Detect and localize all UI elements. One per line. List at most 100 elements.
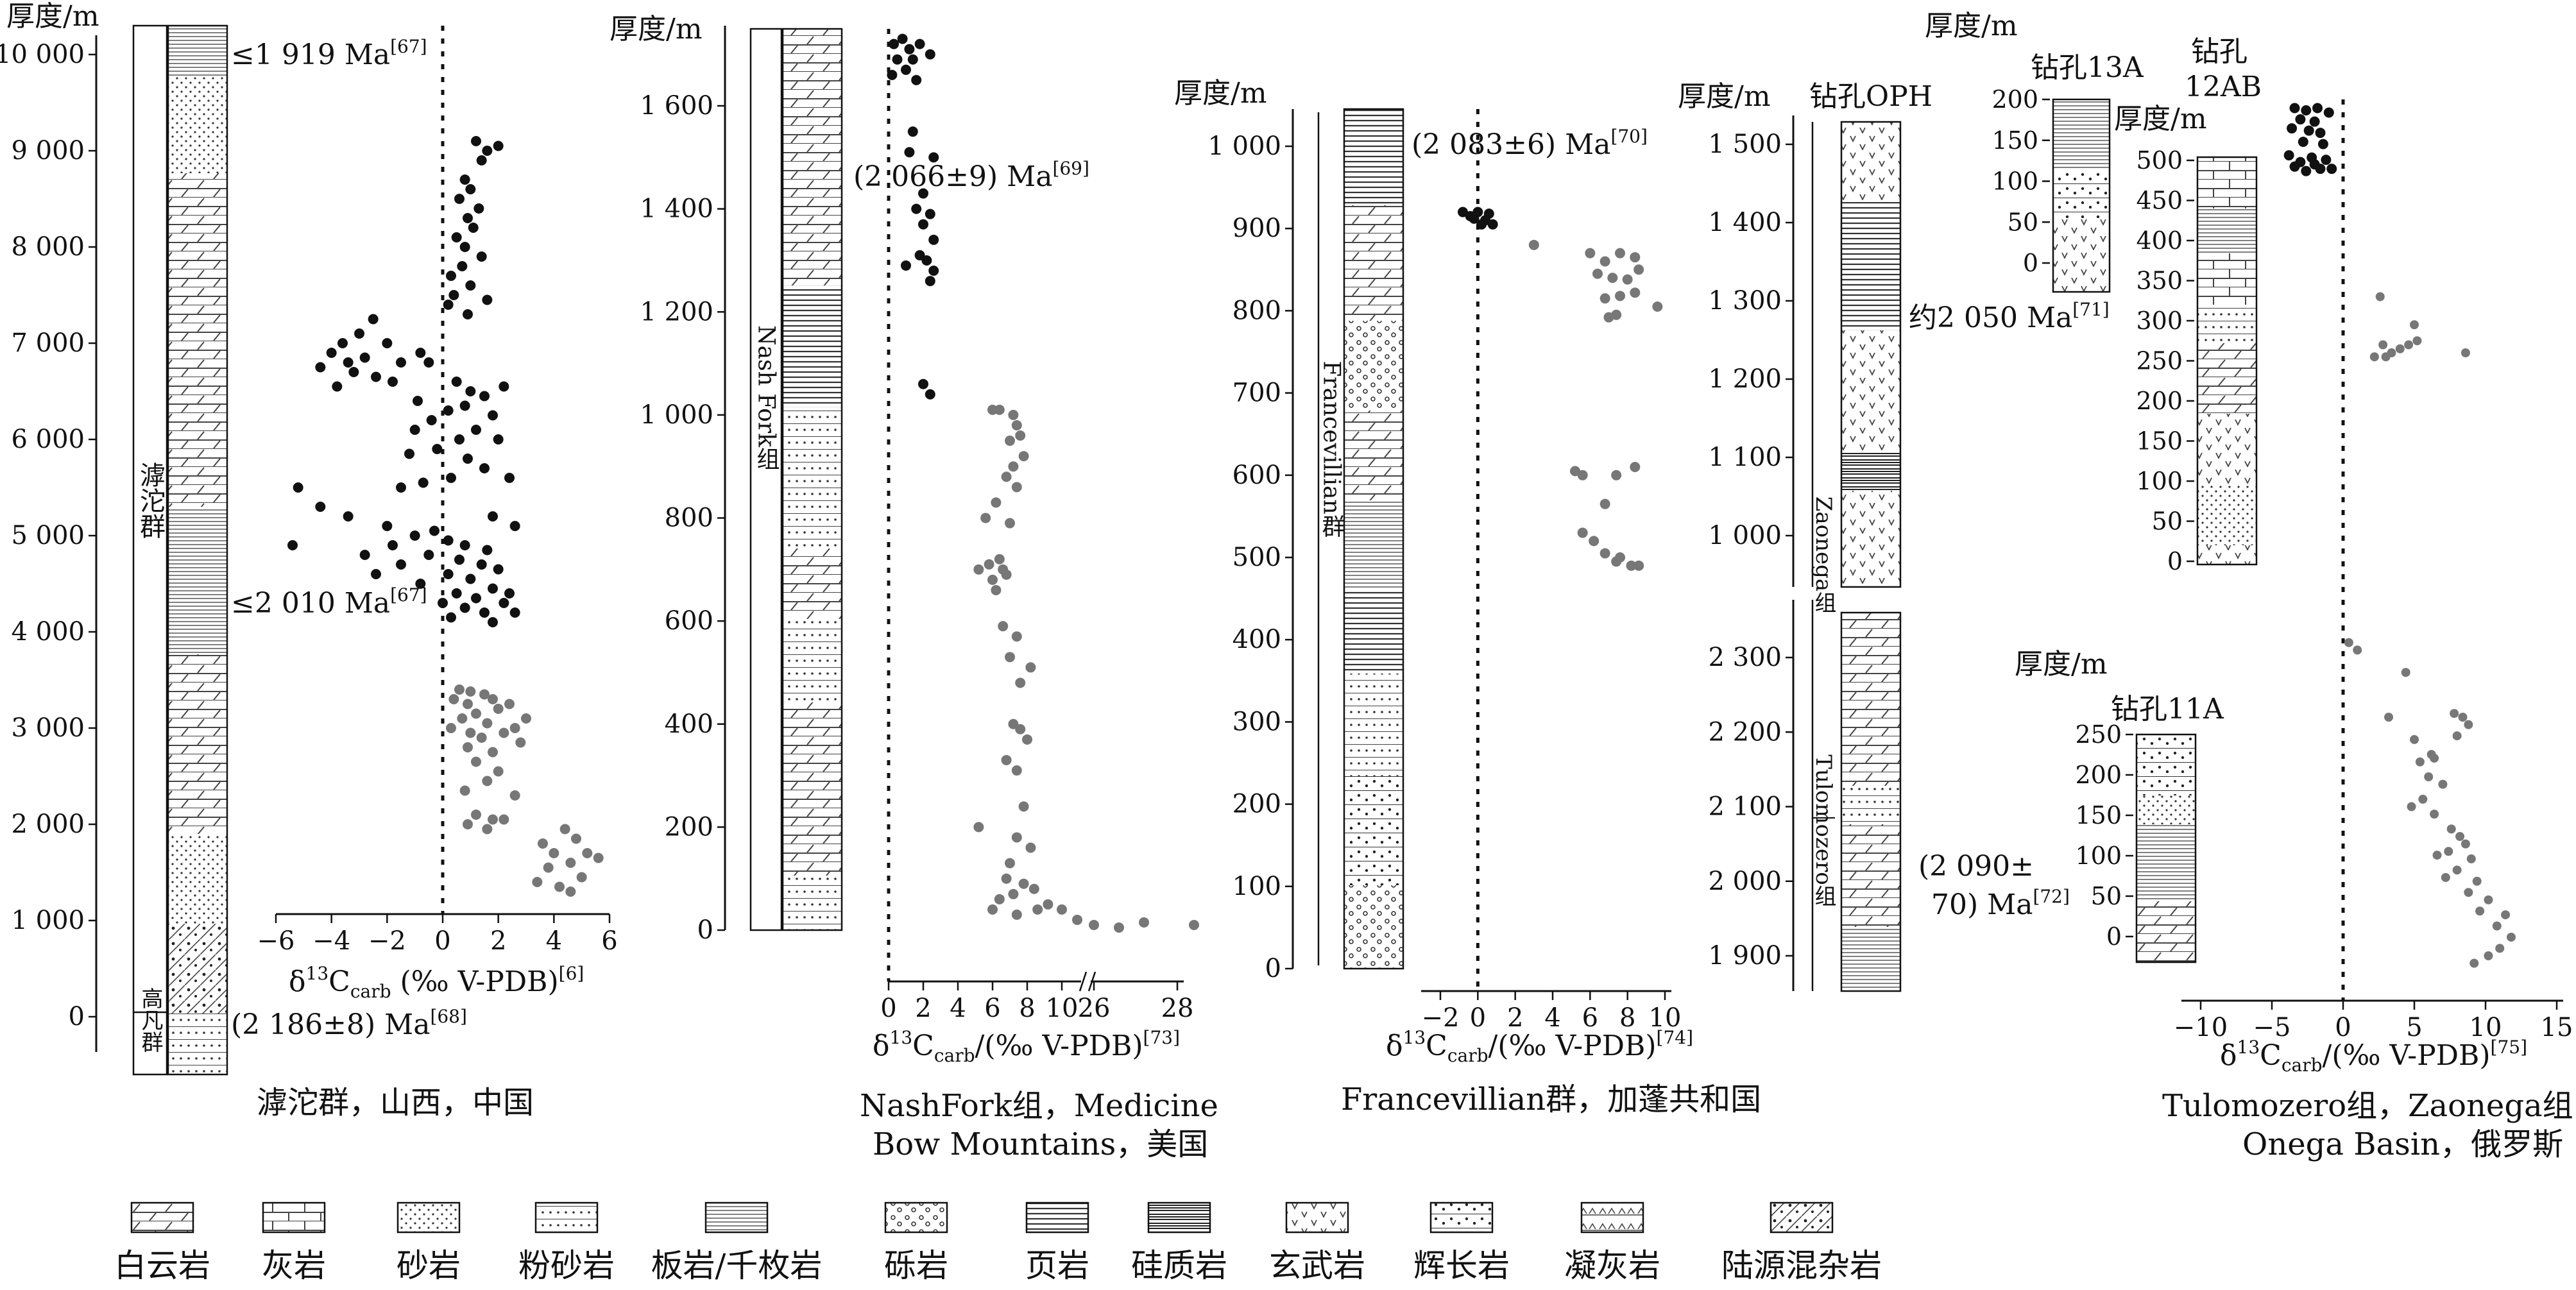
data-point	[1018, 878, 1029, 889]
legend-item-basalt: 玄武岩	[1269, 1201, 1365, 1284]
data-point	[1005, 652, 1015, 663]
data-point	[315, 362, 326, 373]
data-point	[521, 713, 531, 724]
data-point	[465, 386, 476, 396]
x-tick-label: 28	[1161, 994, 1194, 1023]
data-point	[488, 511, 498, 522]
data-point	[2407, 802, 2416, 811]
data-point	[446, 271, 456, 281]
12ab-y-tick-label: 300	[2136, 307, 2183, 335]
p2-formation-label: Nash Fork组	[753, 325, 780, 470]
data-point	[515, 737, 526, 748]
data-point	[457, 261, 468, 271]
13a-y-tick-label: 50	[2008, 208, 2038, 236]
data-point	[2410, 320, 2419, 330]
oph-y-tick-label: 1 900	[1708, 941, 1782, 971]
oph-y-tick-label: 1 100	[1708, 443, 1782, 472]
data-point	[2455, 832, 2465, 841]
data-point	[1025, 842, 1036, 853]
data-point	[2484, 951, 2493, 960]
x-tick-label: 0	[434, 926, 450, 956]
data-point	[1008, 461, 1019, 472]
data-point	[468, 223, 479, 233]
x-tick-label: −6	[257, 926, 295, 956]
data-point	[1008, 888, 1019, 899]
data-point	[2283, 150, 2294, 161]
data-point	[396, 559, 406, 570]
x-tick-label: −10	[2174, 1013, 2228, 1042]
p4-oph-title: 钻孔OPH	[1809, 80, 1932, 113]
data-point	[1599, 548, 1610, 559]
p4-xlabel: δ13Ccarb/(‰ V-PDB)[75]	[2220, 1037, 2527, 1076]
x-tick-label: −5	[2253, 1013, 2291, 1042]
svg-text:≤2 010 Ma[67]: ≤2 010 Ma[67]	[231, 584, 427, 620]
data-point	[2458, 713, 2468, 722]
data-point	[1483, 208, 1494, 219]
data-point	[415, 348, 426, 358]
p4-13a-ylabel: 厚度/m	[1925, 10, 2018, 42]
data-point	[1611, 470, 1622, 480]
data-point	[359, 550, 370, 560]
data-point	[493, 140, 504, 151]
data-point	[1622, 274, 1633, 285]
data-point	[2446, 824, 2456, 834]
data-point	[543, 862, 554, 873]
legend-item-chert: 硅质岩	[1131, 1201, 1227, 1284]
svg-text:(2 083±6) Ma[70]: (2 083±6) Ma[70]	[1412, 126, 1648, 161]
data-point	[326, 348, 337, 358]
12ab-y-tick-label: 200	[2136, 387, 2183, 415]
p2-yticks: 0 200 400 600 800 1 000 1 200 1 400 1 600	[640, 91, 725, 945]
data-point	[446, 473, 456, 483]
data-point	[409, 530, 420, 541]
data-point	[1630, 287, 1641, 298]
p2-y-tick-label: 1 000	[640, 400, 713, 430]
data-point	[1005, 436, 1015, 446]
legend-swatch	[534, 1201, 599, 1234]
data-point	[1025, 662, 1036, 673]
data-point	[493, 564, 504, 575]
data-point	[593, 853, 604, 863]
legend-item-tuff: 凝灰岩	[1564, 1201, 1660, 1284]
data-point	[2289, 161, 2300, 172]
data-point	[2404, 340, 2414, 350]
data-point	[465, 184, 476, 194]
data-point	[446, 723, 456, 733]
data-point	[454, 684, 465, 695]
data-point	[388, 540, 398, 550]
data-point	[2315, 164, 2326, 174]
data-point	[1005, 858, 1015, 869]
data-point	[493, 704, 504, 714]
12ab-y-tick-label: 350	[2136, 267, 2183, 295]
data-point	[532, 877, 543, 887]
data-point	[2415, 757, 2425, 767]
data-point	[1615, 291, 1625, 301]
data-point	[504, 473, 515, 483]
11a-y-tick-label: 250	[2075, 720, 2122, 749]
data-point	[565, 858, 576, 868]
11a-y-tick-label: 150	[2075, 801, 2122, 829]
data-point	[2326, 164, 2337, 174]
data-point	[463, 454, 473, 464]
data-point	[2315, 128, 2326, 139]
data-point	[2309, 116, 2320, 127]
p3-y-tick-label: 200	[1233, 790, 1281, 819]
data-point	[2430, 810, 2439, 819]
p1-age1: ≤1 919 Ma	[231, 38, 390, 71]
legend-label: 凝灰岩	[1564, 1247, 1660, 1284]
data-point	[465, 686, 476, 697]
legend-label: 砾岩	[884, 1247, 948, 1284]
data-point	[476, 733, 487, 743]
data-point	[2303, 125, 2314, 136]
svg-text:(2 066±9) Ma[69]: (2 066±9) Ma[69]	[853, 158, 1089, 193]
data-point	[1139, 917, 1149, 928]
data-point	[1626, 560, 1637, 571]
legend-swatch	[130, 1201, 194, 1234]
data-point	[1011, 482, 1022, 493]
data-point	[1633, 560, 1644, 571]
data-point	[925, 208, 935, 219]
data-point	[2312, 103, 2323, 114]
data-point	[404, 448, 414, 459]
p4-zaonega-label: Zaonega组	[1811, 496, 1836, 613]
legend-item-siltstone: 粉砂岩	[518, 1201, 615, 1284]
x-tick-label: 4	[1544, 1003, 1560, 1033]
